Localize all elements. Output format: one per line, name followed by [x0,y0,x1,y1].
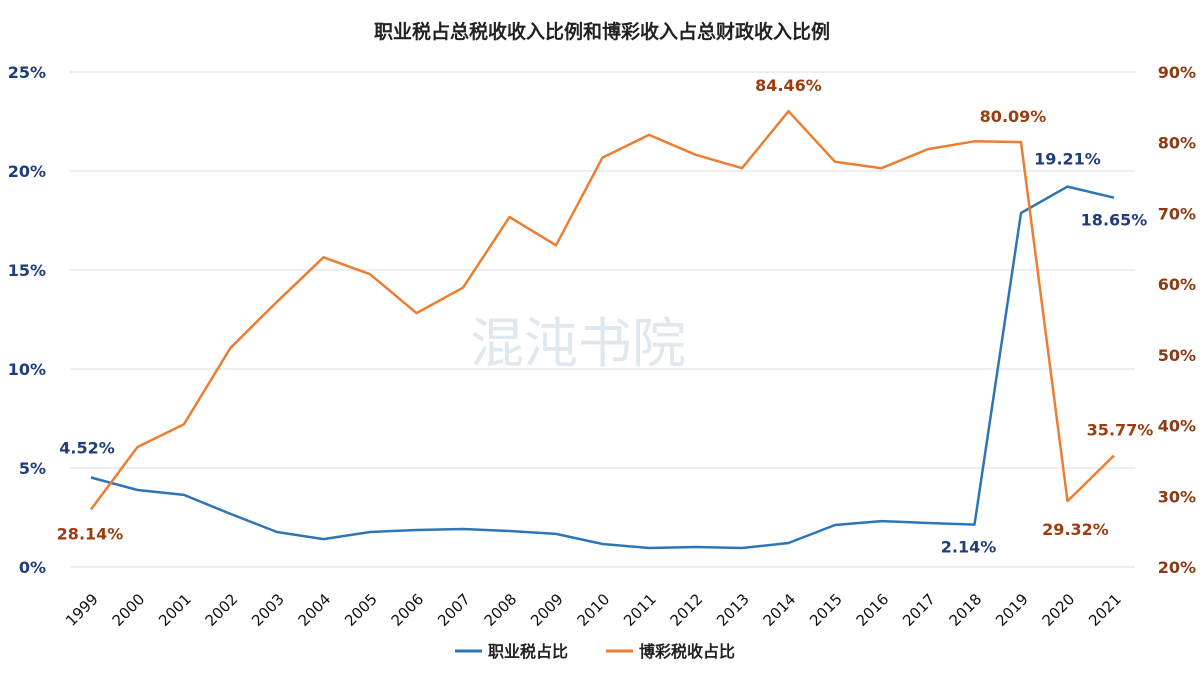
data-label: 80.09% [980,107,1047,126]
x-tick-label: 2006 [388,590,428,630]
x-tick-label: 2003 [248,590,288,630]
series-lines [89,109,1115,550]
data-label: 28.14% [57,524,124,543]
left-tick-label: 5% [19,459,46,478]
right-tick-label: 20% [1158,558,1196,577]
data-label: 29.32% [1042,520,1109,539]
data-label: 84.46% [755,76,822,95]
x-tick-label: 2014 [760,590,800,630]
x-tick-label: 2004 [295,590,335,630]
data-label: 2.14% [941,538,997,557]
x-tick-label: 2018 [946,590,986,630]
x-tick-label: 1999 [62,590,102,630]
gridlines [70,71,1135,568]
x-tick-label: 2009 [527,590,567,630]
legend-label-gaming-tax: 博彩税收占比 [639,642,735,661]
x-tick-label: 2016 [853,590,893,630]
x-tick-label: 2020 [1039,590,1079,630]
chart-title: 职业税占总税收收入比例和博彩收入占总财政收入比例 [374,20,830,43]
right-tick-label: 40% [1158,417,1196,436]
right-axis-ticks: 20% 30% 40% 50% 60% 70% 80% 90% [1158,63,1196,577]
series-line-occupation-tax [90,185,1115,550]
right-tick-label: 50% [1158,346,1196,365]
x-tick-label: 2011 [620,590,660,630]
data-label: 4.52% [59,439,115,458]
x-tick-label: 2007 [434,590,474,630]
right-tick-label: 90% [1158,63,1196,82]
right-tick-label: 30% [1158,487,1196,506]
x-tick-label: 2012 [667,590,707,630]
left-tick-label: 20% [8,162,46,181]
data-label: 35.77% [1087,420,1154,439]
x-tick-label: 2002 [202,590,242,630]
left-tick-label: 15% [8,261,46,280]
x-tick-label: 2010 [574,590,614,630]
x-axis-ticks: 1999 2000 2001 2002 2003 2004 2005 2006 2007 2008… [62,590,1125,630]
left-tick-label: 25% [8,63,46,82]
x-tick-label: 2019 [992,590,1032,630]
legend-label-occupation-tax: 职业税占比 [488,642,568,661]
right-tick-label: 60% [1158,275,1196,294]
left-axis-ticks: 0% 5% 10% 15% 20% 25% [8,63,46,577]
data-labels: 4.52% 2.14% 19.21% 18.65% 28.14% 84.46% 80.09%… [57,76,1154,556]
x-tick-label: 2000 [109,590,149,630]
x-tick-label: 2008 [481,590,521,630]
left-tick-label: 0% [19,558,46,577]
series-line-gaming-tax [89,109,1115,511]
data-label: 19.21% [1034,150,1101,169]
x-tick-label: 2005 [341,590,381,630]
x-tick-label: 2017 [899,590,939,630]
x-tick-label: 2013 [713,590,753,630]
x-tick-label: 2015 [806,590,846,630]
right-tick-label: 80% [1158,134,1196,153]
legend: 职业税占比 博彩税收占比 [455,642,735,661]
x-tick-label: 2021 [1085,590,1125,630]
watermark: 混沌书院 [470,312,686,375]
right-tick-label: 70% [1158,204,1196,223]
left-tick-label: 10% [8,360,46,379]
x-tick-label: 2001 [155,590,195,630]
data-label: 18.65% [1081,211,1148,230]
